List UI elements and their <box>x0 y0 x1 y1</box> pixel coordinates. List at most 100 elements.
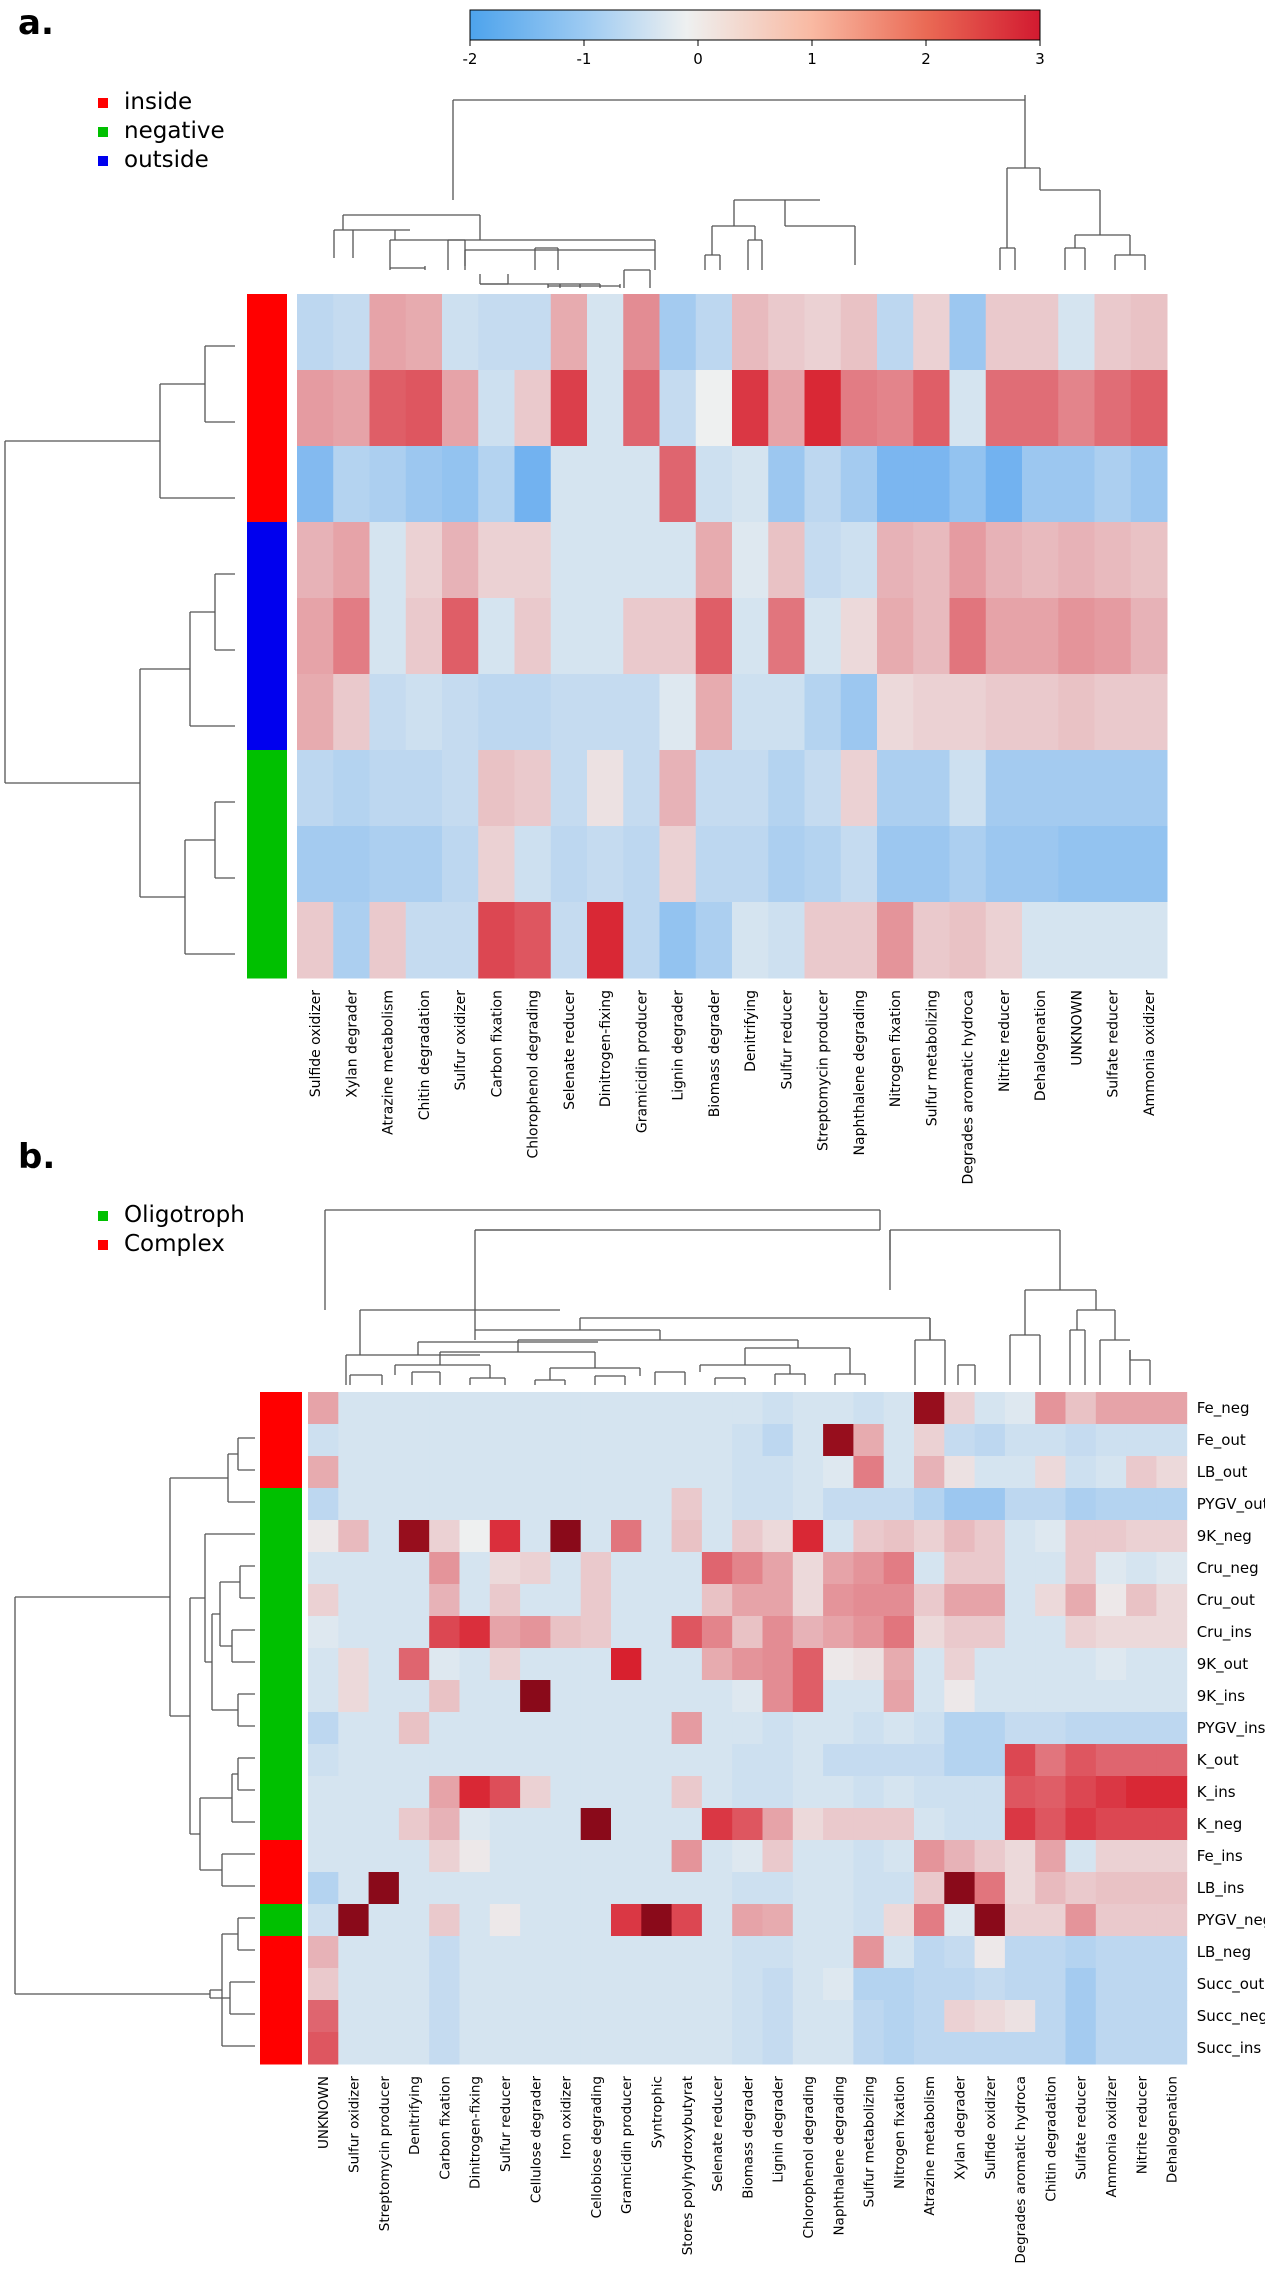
legend-swatch <box>98 1240 108 1250</box>
heatmap-cell <box>974 1616 1006 1649</box>
heatmap-cell <box>914 1680 945 1713</box>
heatmap-cell <box>701 1744 733 1777</box>
heatmap-cell <box>611 1744 642 1777</box>
heatmap-cell <box>1004 1872 1036 1905</box>
heatmap-cell <box>338 1744 370 1777</box>
heatmap-cell <box>623 370 660 447</box>
heatmap-cell <box>611 1936 642 1969</box>
heatmap-cell <box>1004 1712 1036 1745</box>
heatmap-cell <box>883 1712 915 1745</box>
heatmap-cell <box>429 1776 460 1809</box>
heatmap-cell <box>1058 750 1095 827</box>
heatmap-cell <box>333 294 370 371</box>
heatmap-cell <box>611 1584 642 1617</box>
heatmap-cell <box>695 294 733 371</box>
heatmap-cell <box>550 522 588 599</box>
row-group-cell <box>260 1712 302 1745</box>
color-scale-tick-label: 3 <box>1035 50 1045 68</box>
heatmap-cell <box>701 2000 733 2033</box>
heatmap-cell <box>914 1840 945 1873</box>
column-label: UNKNOWN <box>316 2076 332 2149</box>
heatmap-cell <box>398 1904 430 1937</box>
heatmap-cell <box>398 2032 430 2065</box>
row-group-cell <box>260 1936 302 1969</box>
heatmap-cell <box>804 598 842 675</box>
heatmap-cell <box>1126 1392 1157 1425</box>
heatmap-cell <box>671 1776 703 1809</box>
heatmap-cell <box>1058 522 1095 599</box>
heatmap-cell <box>1095 1936 1127 1969</box>
heatmap-cell <box>550 446 588 523</box>
heatmap-cell <box>883 1744 915 1777</box>
heatmap-cell <box>804 826 842 903</box>
heatmap-cell <box>659 294 697 371</box>
heatmap-cell <box>489 1840 521 1873</box>
heatmap-cell <box>514 902 552 979</box>
heatmap-cell <box>641 1904 673 1937</box>
heatmap-cell <box>1035 1648 1066 1681</box>
heatmap-cell <box>611 1552 642 1585</box>
heatmap-cell <box>853 1584 885 1617</box>
row-label: Fe_ins <box>1197 1847 1243 1866</box>
heatmap-cell <box>641 1872 673 1905</box>
heatmap-cell <box>804 446 842 523</box>
heatmap-cell <box>1004 1520 1036 1553</box>
column-label: Sulfur reducer <box>779 990 795 1090</box>
heatmap-cell <box>823 1840 854 1873</box>
heatmap-cell <box>338 1616 370 1649</box>
heatmap-cell <box>308 1488 339 1521</box>
heatmap-cell <box>398 1776 430 1809</box>
heatmap-cell <box>587 826 624 903</box>
heatmap-cell <box>1065 1744 1097 1777</box>
heatmap-cell <box>442 522 479 599</box>
heatmap-cell <box>877 446 914 523</box>
heatmap-cell <box>823 1456 854 1489</box>
heatmap-cell <box>671 1904 703 1937</box>
heatmap-cell <box>580 1392 612 1425</box>
heatmap-cell <box>1065 1776 1097 1809</box>
heatmap-cell <box>840 902 878 979</box>
heatmap-cell <box>877 750 914 827</box>
heatmap-cell <box>883 1808 915 1841</box>
heatmap-cell <box>974 1520 1006 1553</box>
heatmap-cell <box>338 1872 370 1905</box>
heatmap-cell <box>550 1488 582 1521</box>
heatmap-cell <box>580 2000 612 2033</box>
heatmap-cell <box>338 1520 370 1553</box>
column-label: Lignin degrader <box>771 2076 787 2183</box>
heatmap-cell <box>429 1648 460 1681</box>
heatmap-cell <box>623 750 660 827</box>
heatmap-cell <box>308 1936 339 1969</box>
heatmap-cell <box>587 674 624 751</box>
heatmap-cell <box>550 1904 582 1937</box>
heatmap-cell <box>1156 2000 1188 2033</box>
heatmap-cell <box>611 1616 642 1649</box>
column-label: Cellulose degrader <box>528 2076 544 2204</box>
heatmap-cell <box>1065 2000 1097 2033</box>
heatmap-cell <box>1130 826 1168 903</box>
heatmap-cell <box>877 294 914 371</box>
heatmap-cell <box>944 1520 976 1553</box>
heatmap-cell <box>369 826 407 903</box>
heatmap-cell <box>1095 1392 1127 1425</box>
heatmap-cell <box>338 1392 370 1425</box>
heatmap-cell <box>398 1584 430 1617</box>
heatmap-cell <box>1004 1456 1036 1489</box>
heatmap-cell <box>611 1776 642 1809</box>
row-label: LB_ins <box>1197 1879 1245 1898</box>
heatmap-cell <box>695 446 733 523</box>
heatmap-cell <box>732 446 769 523</box>
heatmap-cell <box>1156 1680 1188 1713</box>
column-labels-b: UNKNOWN Sulfur oxidizer Streptomycin produ… <box>316 2076 1180 2264</box>
heatmap-cell <box>308 2000 339 2033</box>
heatmap-cell <box>550 1872 582 1905</box>
heatmap-cell <box>308 1776 339 1809</box>
heatmap-cell <box>792 2000 824 2033</box>
heatmap-cell <box>478 902 515 979</box>
heatmap-cell <box>338 1488 370 1521</box>
heatmap-cell <box>368 2000 400 2033</box>
heatmap-cell <box>949 294 987 371</box>
legend-label: negative <box>124 118 225 144</box>
heatmap-cell <box>611 2032 642 2065</box>
row-group-cell <box>260 1840 302 1873</box>
